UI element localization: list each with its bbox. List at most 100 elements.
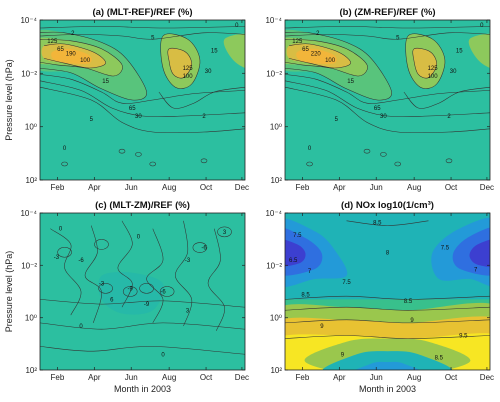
contour-small xyxy=(94,239,109,250)
contour-label: 0 xyxy=(235,23,239,29)
contour-line xyxy=(40,31,147,101)
contour-field: 0 -3 -6 -3 -9 -9 -6 -3 -6 3 0 6 3 0 0 xyxy=(40,213,245,370)
fill-edge xyxy=(468,33,490,68)
panel-title: (d) NOx log10(1/cm³) xyxy=(341,200,434,211)
contour-label: 0 xyxy=(79,324,83,330)
contour-label: 125 xyxy=(292,39,303,45)
contour-line xyxy=(285,335,490,339)
contour-label: 5 xyxy=(151,36,155,42)
contour-line xyxy=(158,86,245,109)
contour-label: -3 xyxy=(185,258,191,264)
x-tick-label: Dec xyxy=(235,373,249,382)
contour-small xyxy=(61,161,68,167)
contour-label: 30 xyxy=(380,114,387,120)
contour-line xyxy=(44,43,106,69)
blob-left-3 xyxy=(285,239,306,267)
x-tick-label: Feb xyxy=(296,183,310,192)
y-axis-label: Pressure level (hPa) xyxy=(4,59,14,141)
contour-label: 5 xyxy=(335,117,339,123)
contour-label: 8 xyxy=(386,250,390,256)
contour-small xyxy=(445,158,453,164)
fill-autumn-2 xyxy=(412,48,437,79)
contour-line xyxy=(412,47,437,79)
contour-line xyxy=(160,33,201,89)
x-tick-label: Aug xyxy=(407,373,421,382)
contour-small xyxy=(363,148,371,154)
contour-label: 9 xyxy=(341,352,345,358)
x-tick-label: Apr xyxy=(333,373,346,382)
y-tick-label: 10⁻² xyxy=(266,69,282,78)
contour-line xyxy=(405,33,446,89)
y-tick-label: 10² xyxy=(25,176,37,185)
contour-small xyxy=(139,283,154,294)
x-tick-label: Apr xyxy=(333,183,346,192)
y-axis-label: Pressure level (hPa) xyxy=(4,251,14,333)
contour-label: 9.5 xyxy=(459,333,468,339)
contour-line xyxy=(84,225,102,323)
y-tick-label: 10² xyxy=(270,366,282,375)
fill-level-4 xyxy=(296,48,337,64)
contour-small xyxy=(159,286,175,297)
contour-label: 0 xyxy=(137,235,141,241)
band-bottom-3 xyxy=(354,361,421,370)
contour-label: 7 xyxy=(474,268,478,274)
contour-small xyxy=(149,161,157,167)
contour-line xyxy=(285,32,490,40)
x-tick-label: Oct xyxy=(200,183,213,192)
contour-line xyxy=(40,86,245,134)
contour-small xyxy=(98,283,113,294)
contour-label: 6.5 xyxy=(289,258,298,264)
contour-label: 5 xyxy=(90,117,94,123)
contour-small xyxy=(192,242,208,253)
contour-label: -3 xyxy=(99,282,105,288)
contour-label: 190 xyxy=(66,52,77,58)
x-tick-label: Apr xyxy=(88,183,101,192)
y-tick-label: 10⁻² xyxy=(21,69,37,78)
contour-label: 100 xyxy=(325,58,336,64)
contour-label: 2 xyxy=(447,114,451,120)
x-tick-label: Dec xyxy=(480,183,494,192)
plot-frame xyxy=(39,19,246,181)
panel-c: 0 -3 -6 -3 -9 -9 -6 -3 -6 3 0 6 3 0 0 Feb Apr Jun Aug Oct De… xyxy=(4,200,249,394)
contour-line xyxy=(167,47,192,79)
contour-line xyxy=(146,228,164,324)
contour-label: 9 xyxy=(410,318,414,324)
contour-line xyxy=(285,31,392,101)
contour-label: 100 xyxy=(428,74,439,80)
contour-label: 30 xyxy=(450,69,457,75)
contour-label: 30 xyxy=(205,69,212,75)
panel-d: 8.5 7.5 6.5 7 7.5 8 7.5 7 8.5 9 8.5 9 9.5 9 8.5 Feb Apr J… xyxy=(265,200,494,394)
contour-line xyxy=(285,86,490,134)
contour-small xyxy=(394,161,402,167)
contour-line xyxy=(40,322,245,330)
y-tick-label: 10⁰ xyxy=(25,314,37,323)
contour-line xyxy=(285,26,490,29)
contour-label: 2 xyxy=(71,31,75,37)
x-axis-label: Month in 2003 xyxy=(359,384,416,394)
y-tick-label: 10⁰ xyxy=(270,123,282,132)
contour-line xyxy=(40,346,245,355)
contour-line xyxy=(117,220,133,308)
contour-line xyxy=(346,220,429,226)
contour-line xyxy=(40,39,123,77)
y-tick-label: 10² xyxy=(270,176,282,185)
x-tick-label: Dec xyxy=(480,373,494,382)
contour-line xyxy=(40,299,245,308)
fill-edge xyxy=(223,33,245,68)
contour-label: 3 xyxy=(223,230,227,236)
contour-line xyxy=(50,228,82,316)
contour-label: 8.5 xyxy=(301,293,310,299)
contour-label: 30 xyxy=(135,114,142,120)
x-tick-label: Oct xyxy=(445,373,458,382)
x-tick-label: Jun xyxy=(370,183,383,192)
x-tick-label: Jun xyxy=(370,373,383,382)
contour-label: 8.5 xyxy=(435,355,444,361)
contour-label: 0 xyxy=(480,23,484,29)
contour-label: 7.5 xyxy=(342,280,351,286)
contour-line xyxy=(40,80,245,117)
contour-small xyxy=(57,246,72,258)
